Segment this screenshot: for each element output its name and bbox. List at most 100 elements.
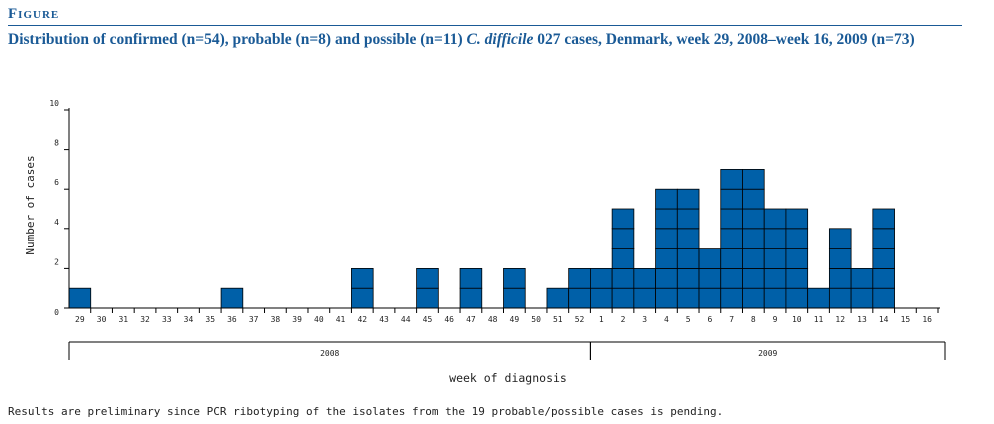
x-tick-label: 33 xyxy=(162,315,172,324)
bar-case-box xyxy=(611,287,635,309)
bar-case-box xyxy=(850,287,874,309)
x-axis-label: week of diagnosis xyxy=(449,371,567,385)
x-tick-label: 13 xyxy=(857,315,867,324)
x-tick-label: 6 xyxy=(707,315,712,324)
bar-case-box xyxy=(676,287,700,309)
bar-case-box xyxy=(611,228,635,250)
x-tick-label: 51 xyxy=(553,315,563,324)
bar-case-box xyxy=(872,267,895,289)
x-tick-label: 39 xyxy=(292,315,302,324)
bar-case-box xyxy=(611,267,635,289)
bar-case-box xyxy=(568,267,591,289)
bar-case-box xyxy=(763,267,787,289)
bar-case-box xyxy=(742,267,765,289)
bar-case-box xyxy=(763,228,787,250)
bar-case-box xyxy=(872,287,895,309)
bar-case-box xyxy=(742,248,765,269)
bar-case-box xyxy=(698,287,722,309)
bar-case-box xyxy=(676,248,700,269)
title-italic: C. difficile xyxy=(466,31,534,48)
bar-case-box xyxy=(720,228,743,250)
x-tick-label: 36 xyxy=(227,315,237,324)
y-tick-label: 0 xyxy=(54,308,59,317)
bar-case-box xyxy=(568,287,591,309)
bar-case-box xyxy=(720,287,743,309)
bars-group xyxy=(68,168,895,309)
bar-case-box xyxy=(655,188,678,210)
bar-case-box xyxy=(655,228,678,250)
x-tick-label: 48 xyxy=(488,315,498,324)
x-tick-label: 35 xyxy=(205,315,215,324)
x-tick-label: 40 xyxy=(314,315,324,324)
bar-case-box xyxy=(742,208,765,230)
x-tick-label: 41 xyxy=(336,315,346,324)
bar-case-box xyxy=(720,267,743,289)
y-tick-label: 6 xyxy=(54,178,59,187)
x-tick-label: 15 xyxy=(901,315,911,324)
bar-case-box xyxy=(633,267,656,289)
x-tick-label: 30 xyxy=(97,315,107,324)
bar-case-box xyxy=(503,287,526,309)
bar-case-box xyxy=(872,228,895,250)
y-tick-label: 4 xyxy=(54,218,59,227)
x-tick-label: 12 xyxy=(835,315,845,324)
bar-case-box xyxy=(720,168,743,190)
x-tick-label: 52 xyxy=(575,315,585,324)
bar-case-box xyxy=(785,228,809,250)
x-tick-label: 32 xyxy=(140,315,150,324)
x-tick-label: 49 xyxy=(510,315,520,324)
bar-case-box xyxy=(590,287,613,309)
bar-case-box xyxy=(763,287,787,309)
x-tick-label: 42 xyxy=(357,315,367,324)
header-rule xyxy=(8,25,962,26)
x-tick-label: 14 xyxy=(879,315,889,324)
bar-case-box xyxy=(850,267,874,289)
bar-case-box xyxy=(676,188,700,210)
bar-case-box xyxy=(742,188,765,210)
x-tick-label: 45 xyxy=(423,315,433,324)
bar-case-box xyxy=(416,267,439,289)
bar-case-box xyxy=(720,248,743,269)
y-tick-label: 8 xyxy=(54,139,59,148)
x-tick-label: 29 xyxy=(75,315,85,324)
bar-case-box xyxy=(742,168,765,190)
bar-case-box xyxy=(872,248,895,269)
year-label: 2009 xyxy=(758,349,777,358)
bar-case-box xyxy=(611,208,635,230)
bar-case-box xyxy=(698,267,722,289)
bar-case-box xyxy=(828,228,852,250)
x-tick-label: 4 xyxy=(664,315,669,324)
bar-case-box xyxy=(459,267,483,289)
x-tick-label: 46 xyxy=(444,315,454,324)
x-tick-label: 38 xyxy=(271,315,281,324)
x-tick-label: 43 xyxy=(379,315,389,324)
bar-case-box xyxy=(807,287,830,309)
x-tick-label: 1 xyxy=(599,315,604,324)
bar-case-box xyxy=(655,208,678,230)
bar-case-box xyxy=(676,267,700,289)
axes-group xyxy=(64,108,946,360)
bar-case-box xyxy=(351,287,374,309)
x-tick-label: 31 xyxy=(118,315,128,324)
x-tick-label: 11 xyxy=(814,315,824,324)
bar-case-box xyxy=(828,287,852,309)
x-tick-label: 16 xyxy=(922,315,932,324)
x-tick-label: 50 xyxy=(531,315,541,324)
y-axis-label: Number of cases xyxy=(24,155,37,254)
bar-case-box xyxy=(785,248,809,269)
bar-case-box xyxy=(698,248,722,269)
x-tick-label: 8 xyxy=(751,315,756,324)
bar-case-box xyxy=(763,248,787,269)
x-tick-label: 2 xyxy=(621,315,626,324)
bar-case-box xyxy=(676,228,700,250)
bar-case-box xyxy=(416,287,439,309)
bar-case-box xyxy=(872,208,895,230)
bar-case-box xyxy=(220,287,244,309)
bar-case-box xyxy=(742,228,765,250)
bar-case-box xyxy=(655,267,678,289)
x-tick-label: 7 xyxy=(729,315,734,324)
bar-case-box xyxy=(655,287,678,309)
footnote: Results are preliminary since PCR riboty… xyxy=(8,405,724,418)
